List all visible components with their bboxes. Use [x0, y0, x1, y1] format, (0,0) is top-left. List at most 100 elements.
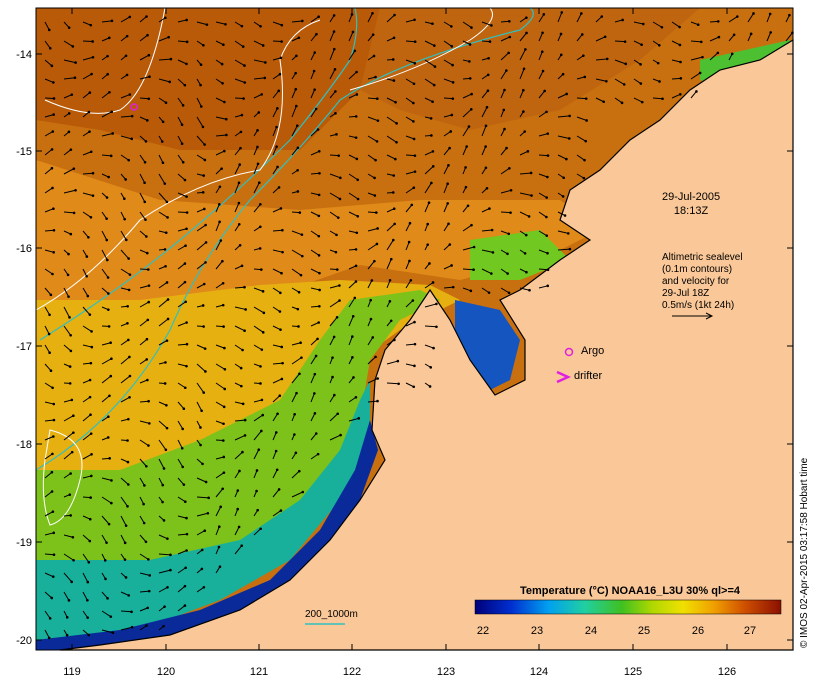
velocity-arrow — [728, 34, 735, 42]
velocity-arrow — [82, 591, 88, 601]
velocity-arrow-head — [241, 45, 245, 48]
velocity-arrow-head — [180, 447, 184, 450]
velocity-arrow-head — [199, 63, 203, 67]
velocity-arrow-head — [259, 24, 262, 28]
velocity-arrow — [44, 591, 53, 599]
velocity-arrow-head — [752, 12, 755, 15]
velocity-arrow — [158, 282, 168, 289]
velocity-arrow — [652, 97, 663, 100]
velocity-arrow-head — [52, 113, 55, 116]
velocity-arrow-head — [161, 500, 164, 504]
velocity-arrow — [329, 434, 341, 441]
velocity-arrow — [424, 202, 430, 213]
velocity-arrow — [329, 31, 335, 42]
velocity-arrow — [519, 287, 530, 291]
velocity-arrow — [310, 453, 319, 460]
velocity-arrow — [139, 338, 148, 346]
velocity-arrow-head — [199, 426, 202, 429]
timestamp: 29-Jul-2005 18:13Z — [662, 190, 720, 218]
velocity-arrow — [329, 394, 335, 403]
velocity-arrow-head — [297, 36, 301, 40]
velocity-arrow-head — [145, 337, 149, 341]
velocity-arrow-head — [413, 364, 416, 368]
velocity-arrow — [348, 297, 356, 308]
sealevel-contour-2 — [35, 19, 321, 311]
velocity-arrow-head — [51, 386, 54, 390]
velocity-arrow-head — [639, 63, 642, 66]
velocity-arrow-head — [67, 130, 71, 134]
velocity-arrow-head — [237, 223, 241, 226]
velocity-arrow — [234, 545, 243, 555]
velocity-arrow-head — [527, 215, 531, 218]
velocity-arrow-head — [524, 233, 528, 237]
velocity-arrow-head — [568, 247, 572, 251]
velocity-arrow — [310, 211, 320, 217]
velocity-arrow — [500, 287, 510, 294]
velocity-arrow-head — [145, 15, 148, 18]
velocity-arrow — [44, 306, 50, 316]
velocity-arrow — [44, 249, 54, 253]
velocity-arrow — [158, 569, 171, 574]
velocity-arrow — [557, 93, 567, 99]
velocity-arrow — [348, 50, 356, 61]
velocity-arrow — [310, 108, 317, 118]
velocity-arrow-head — [275, 125, 278, 129]
velocity-arrow — [44, 471, 53, 479]
colorbar-tick: 27 — [743, 625, 757, 637]
velocity-arrow — [215, 526, 220, 536]
velocity-arrow-head — [451, 81, 455, 84]
velocity-arrow-head — [318, 171, 321, 175]
velocity-arrow — [329, 300, 340, 308]
velocity-arrow — [747, 13, 754, 23]
velocity-arrow — [253, 449, 260, 460]
velocity-arrow-head — [126, 504, 129, 508]
velocity-arrow — [101, 591, 108, 599]
velocity-arrow — [348, 281, 357, 289]
velocity-arrow-head — [110, 19, 114, 23]
velocity-arrow-head — [371, 11, 374, 15]
velocity-arrow — [158, 553, 171, 556]
velocity-arrow-head — [123, 541, 127, 545]
velocity-arrow — [424, 40, 435, 47]
velocity-arrow — [291, 287, 300, 293]
velocity-arrow-head — [565, 92, 568, 96]
velocity-arrow-head — [545, 215, 548, 219]
ocean-cyan — [36, 380, 370, 650]
velocity-arrow-head — [66, 273, 70, 277]
velocity-arrow-head — [130, 625, 134, 629]
velocity-arrow-head — [204, 223, 207, 227]
velocity-arrow-head — [86, 616, 89, 619]
velocity-arrow-head — [51, 452, 54, 456]
velocity-arrow-head — [146, 268, 150, 271]
velocity-arrow — [671, 21, 680, 28]
velocity-arrow-head — [313, 372, 317, 376]
velocity-arrow — [348, 173, 358, 181]
velocity-arrow-head — [89, 23, 93, 27]
velocity-arrow — [272, 57, 282, 61]
velocity-arrow — [82, 362, 91, 365]
velocity-arrow-head — [242, 97, 245, 100]
velocity-arrow-head — [605, 79, 608, 83]
velocity-arrow — [291, 147, 299, 156]
velocity-arrow-head — [530, 194, 533, 197]
velocity-arrow-head — [222, 439, 225, 442]
velocity-arrow-head — [161, 161, 165, 165]
velocity-arrow-head — [465, 145, 468, 148]
velocity-arrow-head — [600, 15, 604, 18]
velocity-arrow-head — [464, 185, 468, 189]
velocity-arrow — [348, 192, 359, 200]
lon-label: 119 — [63, 666, 81, 678]
velocity-arrow — [272, 73, 281, 80]
velocity-arrow — [82, 211, 92, 218]
velocity-arrow — [405, 19, 415, 23]
velocity-arrow — [367, 135, 378, 142]
velocity-arrow — [44, 491, 53, 498]
velocity-arrow-head — [107, 415, 110, 418]
velocity-arrow-head — [470, 26, 473, 29]
velocity-arrow-head — [278, 310, 282, 313]
velocity-arrow — [82, 475, 92, 479]
velocity-arrow — [215, 420, 224, 425]
velocity-arrow-head — [184, 500, 187, 504]
velocity-arrow-head — [491, 251, 495, 254]
velocity-arrow — [367, 154, 376, 161]
